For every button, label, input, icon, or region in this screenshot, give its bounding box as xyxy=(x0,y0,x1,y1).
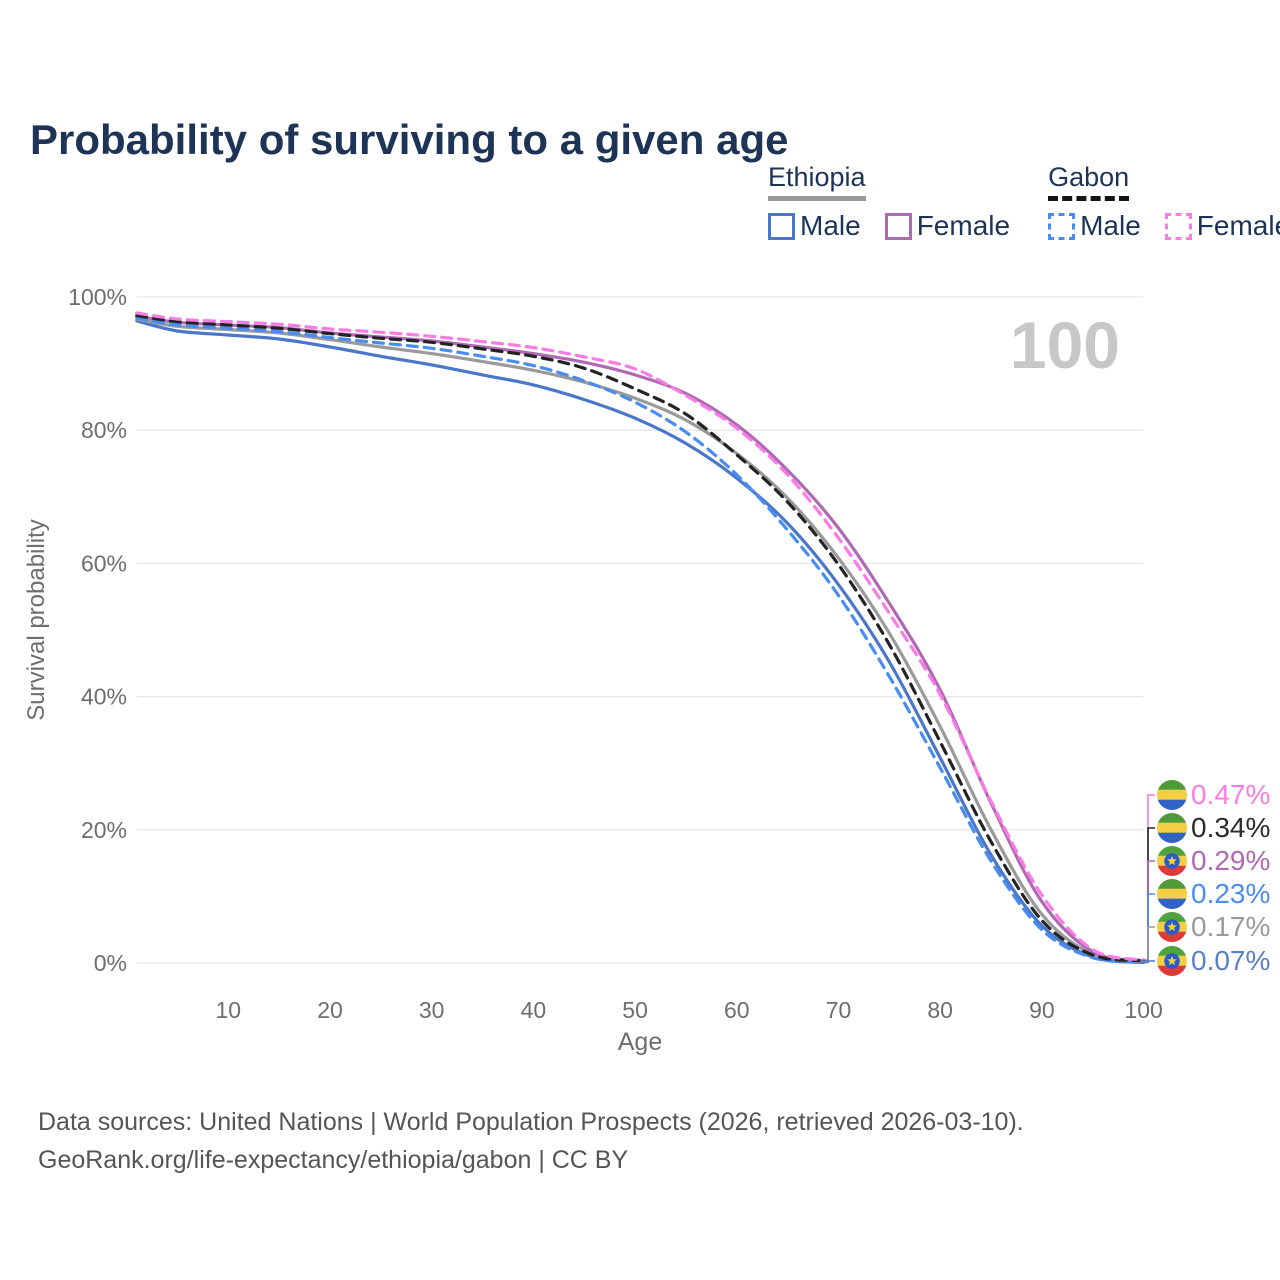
footer-line-1: Data sources: United Nations | World Pop… xyxy=(38,1108,1024,1136)
end-value-label-gabon-female: 0.47% xyxy=(1191,779,1270,810)
gabon-flag-icon xyxy=(1157,879,1187,909)
legend-item-gabon-male[interactable]: Male xyxy=(1048,210,1141,242)
x-axis-title: Age xyxy=(618,1028,662,1056)
x-tick-label: 90 xyxy=(1029,997,1055,1023)
series-line-gabon-overall[interactable] xyxy=(135,314,1146,963)
y-axis-title: Survival probability xyxy=(23,519,50,720)
ethiopia-male-swatch-icon xyxy=(768,212,795,240)
x-tick-label: 40 xyxy=(521,997,547,1023)
gabon-flag-icon xyxy=(1157,813,1187,843)
y-tick-label: 80% xyxy=(81,417,127,443)
x-tick-label: 70 xyxy=(826,997,852,1023)
y-tick-label: 100% xyxy=(68,284,127,310)
y-tick-label: 60% xyxy=(81,550,127,576)
footer-line-2: GeoRank.org/life-expectancy/ethiopia/gab… xyxy=(38,1146,629,1174)
y-tick-label: 0% xyxy=(94,950,127,976)
series-line-gabon-male[interactable] xyxy=(135,316,1146,964)
legend-item-gabon-female[interactable]: Female xyxy=(1164,210,1280,242)
page-title: Probability of surviving to a given age xyxy=(30,116,789,164)
data-sources-footer: Data sources: United Nations | World Pop… xyxy=(38,1103,1024,1179)
y-tick-label: 20% xyxy=(81,817,127,843)
end-value-label-ethiopia-female: 0.29% xyxy=(1191,845,1270,876)
gabon-female-swatch-icon xyxy=(1164,212,1192,240)
end-value-label-ethiopia-overall: 0.17% xyxy=(1191,911,1270,942)
chart-legend: Ethiopia Male Female Gabon Male Female xyxy=(768,162,1280,242)
legend-label: Male xyxy=(1080,210,1141,241)
gabon-flag-icon xyxy=(1157,780,1187,810)
gabon-male-swatch-icon xyxy=(1048,212,1076,240)
legend-label: Male xyxy=(800,210,861,241)
legend-group-gabon: Gabon Male Female xyxy=(1048,162,1280,242)
series-line-gabon-female[interactable] xyxy=(135,311,1146,962)
x-tick-label: 60 xyxy=(724,997,750,1023)
legend-item-ethiopia-male[interactable]: Male xyxy=(768,210,861,242)
x-tick-label: 30 xyxy=(419,997,445,1023)
legend-item-ethiopia-female[interactable]: Female xyxy=(884,210,1011,242)
series-line-ethiopia-male[interactable] xyxy=(135,319,1146,965)
end-value-label-gabon-male: 0.23% xyxy=(1191,878,1270,909)
ethiopia-flag-icon xyxy=(1157,912,1187,942)
ethiopia-flag-icon xyxy=(1157,846,1187,876)
y-tick-label: 40% xyxy=(81,684,127,710)
x-tick-label: 100 xyxy=(1124,997,1162,1023)
x-tick-label: 80 xyxy=(927,997,953,1023)
ethiopia-flag-icon xyxy=(1157,946,1187,976)
series-line-ethiopia-female[interactable] xyxy=(135,314,1146,963)
end-value-label-gabon-overall: 0.34% xyxy=(1191,812,1270,843)
x-tick-label: 10 xyxy=(216,997,242,1023)
series-line-ethiopia-overall[interactable] xyxy=(135,317,1146,964)
legend-country-ethiopia: Ethiopia xyxy=(768,162,866,201)
legend-label: Female xyxy=(1196,210,1280,241)
age-watermark: 100 xyxy=(1010,308,1120,382)
legend-group-ethiopia: Ethiopia Male Female xyxy=(768,162,1010,242)
leader-line-ethiopia-overall xyxy=(1140,926,1155,963)
legend-label: Female xyxy=(916,210,1011,241)
end-value-label-ethiopia-male: 0.07% xyxy=(1191,945,1270,976)
legend-country-gabon: Gabon xyxy=(1048,162,1130,201)
leader-line-ethiopia-male xyxy=(1140,960,1155,964)
x-tick-label: 20 xyxy=(317,997,343,1023)
ethiopia-female-swatch-icon xyxy=(884,212,912,240)
x-tick-label: 50 xyxy=(622,997,648,1023)
